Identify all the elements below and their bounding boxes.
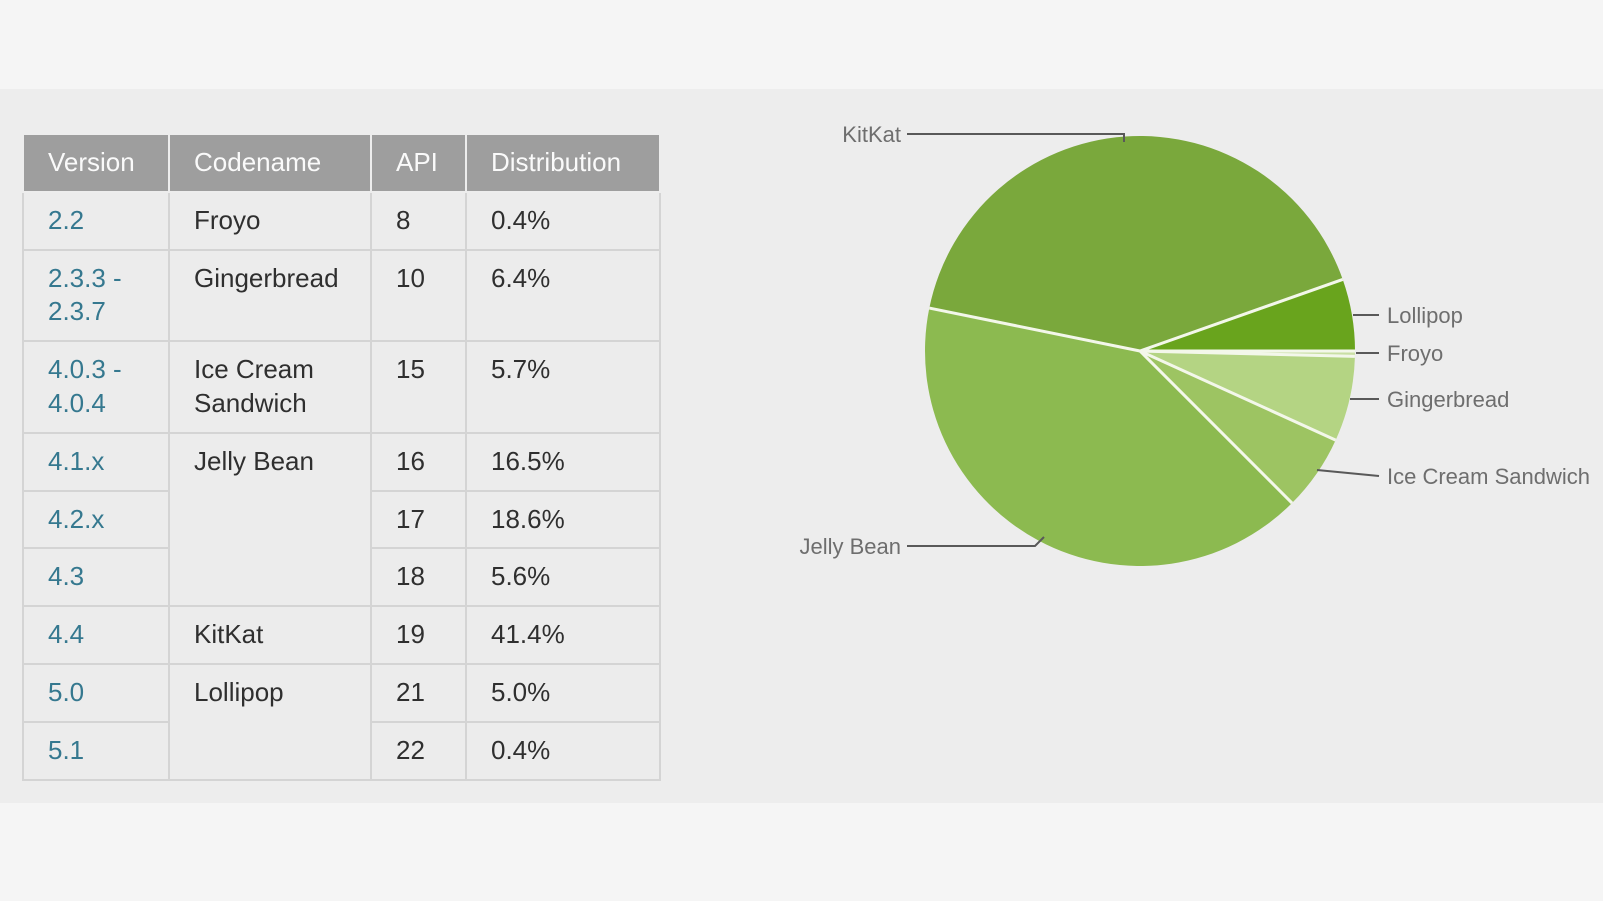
pie-slice-jelly-bean[interactable] [924,308,1293,567]
pie-slice-separator [929,306,1141,353]
lollipop-label: Lollipop [1387,303,1463,328]
table-row: 4.3 18 5.6% [22,547,661,608]
kitkat-label: KitKat [842,122,901,147]
api-cell: 8 [370,190,467,251]
version-cell: 4.3 [22,547,170,608]
header-api: API [370,133,467,193]
table-row: 4.2.x 17 18.6% [22,489,661,550]
top-spacer-band [0,0,1603,89]
table-header-row: Version Codename API Distribution [22,133,661,193]
version-cell: 4.1.x [22,431,170,492]
codename-cell: Lollipop [168,662,372,781]
version-link-2-2[interactable]: 2.2 [48,204,85,235]
pie-slice-separator [1139,349,1337,442]
version-link-4-4[interactable]: 4.4 [48,619,85,650]
gingerbread-label: Gingerbread [1387,387,1509,412]
version-cell: 5.0 [22,662,170,723]
ice-cream-sandwich-leader-line [1316,469,1380,477]
version-cell: 2.2 [22,190,170,251]
header-distribution: Distribution [465,133,661,193]
pie-slice-gingerbread[interactable] [1140,351,1355,441]
table-row: 5.1 22 0.4% [22,720,661,781]
api-cell: 21 [370,662,467,723]
codename-cell: Jelly Bean [168,431,372,608]
distribution-cell: 0.4% [465,190,661,251]
distribution-cell: 16.5% [465,431,661,492]
pie-slice-ice-cream-sandwich[interactable] [1140,351,1336,504]
jelly-bean-leader-line [907,536,1045,547]
version-cell: 4.4 [22,605,170,665]
api-cell: 17 [370,489,467,550]
distribution-cell: 0.4% [465,720,661,781]
header-codename: Codename [168,133,372,193]
version-distribution-table: Version Codename API Distribution 2.2 Fr… [22,133,661,781]
api-cell: 18 [370,547,467,608]
version-link-4-0-3[interactable]: 4.0.3 - 4.0.4 [48,354,122,418]
api-cell: 10 [370,248,467,343]
table-row: 4.0.3 - 4.0.4 Ice Cream Sandwich 15 5.7% [22,340,661,434]
table-row: 4.1.x Jelly Bean 16 16.5% [22,431,661,608]
version-link-5-1[interactable]: 5.1 [48,734,85,765]
pie-slices-group [924,136,1355,567]
api-cell: 16 [370,431,467,492]
table-row: 2.2 Froyo 8 0.4% [22,190,661,251]
table-row: 4.4 KitKat 19 41.4% [22,605,661,665]
version-cell: 4.2.x [22,489,170,550]
codename-cell: KitKat [168,605,372,665]
pie-slice-separator [1138,349,1294,505]
distribution-cell: 5.6% [465,547,661,608]
distribution-cell: 18.6% [465,489,661,550]
api-cell: 15 [370,340,467,434]
distribution-cell: 5.7% [465,340,661,434]
bottom-spacer-band [0,803,1603,901]
distribution-cell: 41.4% [465,605,661,665]
pie-slice-separator [1139,278,1344,353]
jelly-bean-label: Jelly Bean [799,534,901,559]
codename-cell: Ice Cream Sandwich [168,340,372,434]
version-link-4-2-x[interactable]: 4.2.x [48,503,105,534]
api-cell: 22 [370,720,467,781]
distribution-cell: 6.4% [465,248,661,343]
codename-cell: Froyo [168,190,372,251]
table-row: 5.0 Lollipop 21 5.0% [22,662,661,781]
table-row: 2.3.3 - 2.3.7 Gingerbread 10 6.4% [22,248,661,343]
ice-cream-sandwich-label: Ice Cream Sandwich [1387,464,1590,489]
version-cell: 2.3.3 - 2.3.7 [22,248,170,343]
distribution-cell: 5.0% [465,662,661,723]
api-cell: 19 [370,605,467,665]
version-link-2-3-3[interactable]: 2.3.3 - 2.3.7 [48,262,122,327]
header-version: Version [22,133,170,193]
version-cell: 5.1 [22,720,170,781]
version-link-5-0[interactable]: 5.0 [48,676,85,707]
version-cell: 4.0.3 - 4.0.4 [22,340,170,434]
version-link-4-3[interactable]: 4.3 [48,561,85,592]
version-link-4-1-x[interactable]: 4.1.x [48,445,105,476]
kitkat-leader-line [907,133,1125,142]
codename-cell: Gingerbread [168,248,372,343]
pie-separators-group [929,278,1355,505]
pie-slice-kitkat[interactable] [929,136,1343,351]
froyo-label: Froyo [1387,341,1443,366]
